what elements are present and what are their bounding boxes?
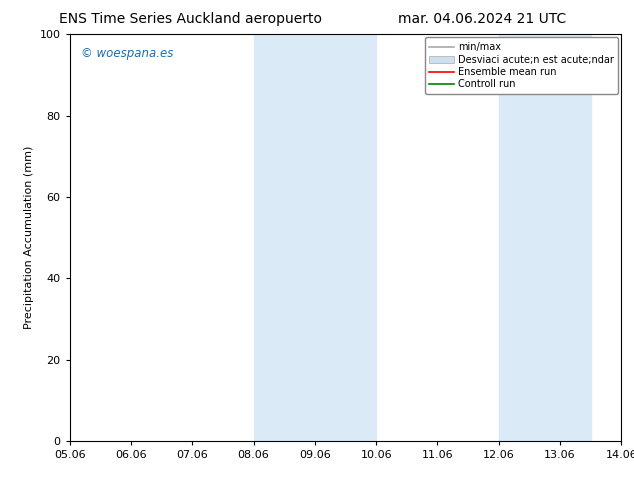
Legend: min/max, Desviaci acute;n est acute;ndar, Ensemble mean run, Controll run: min/max, Desviaci acute;n est acute;ndar…	[425, 37, 618, 94]
Bar	[499, 34, 591, 441]
Bar	[254, 34, 376, 441]
Text: mar. 04.06.2024 21 UTC: mar. 04.06.2024 21 UTC	[398, 12, 566, 26]
Text: ENS Time Series Auckland aeropuerto: ENS Time Series Auckland aeropuerto	[59, 12, 321, 26]
Text: © woespana.es: © woespana.es	[81, 47, 173, 59]
Y-axis label: Precipitation Accumulation (mm): Precipitation Accumulation (mm)	[24, 146, 34, 329]
